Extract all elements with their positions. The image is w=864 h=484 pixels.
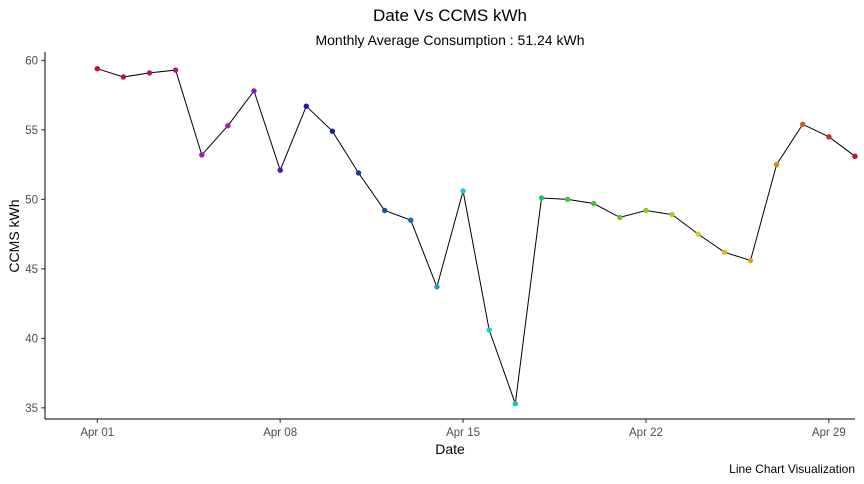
series-line	[97, 68, 856, 404]
data-point	[199, 152, 205, 158]
y-axis-ticks: 35 40 45 50 55 60	[25, 55, 45, 415]
y-tick-label: 55	[25, 125, 38, 137]
data-point	[643, 207, 649, 214]
data-point	[512, 401, 518, 407]
data-point	[94, 66, 101, 72]
data-point	[800, 121, 806, 128]
data-point	[408, 217, 414, 223]
data-point	[460, 188, 466, 194]
data-point	[225, 123, 231, 129]
data-point	[251, 88, 257, 94]
x-axis-label: Date	[435, 441, 465, 457]
data-point	[695, 231, 701, 237]
chart-caption: Line Chart Visualization	[729, 462, 855, 476]
data-point	[277, 167, 283, 173]
data-point	[538, 195, 545, 201]
x-axis-ticks: Apr 01 Apr 08 Apr 15 Apr 22 Apr 29	[80, 419, 846, 439]
y-tick-label: 60	[25, 55, 38, 67]
y-axis-label: CCMS kWh	[6, 199, 22, 272]
data-point	[617, 214, 623, 221]
chart-title: Date Vs CCMS kWh	[373, 6, 527, 25]
data-point	[146, 70, 153, 76]
data-point	[669, 211, 675, 218]
data-point	[564, 196, 571, 203]
data-point	[826, 134, 832, 140]
data-point	[434, 284, 440, 290]
data-point	[355, 170, 362, 176]
data-point	[382, 207, 388, 214]
data-point	[486, 327, 492, 333]
y-tick-label: 45	[25, 264, 38, 276]
series-points	[94, 66, 858, 407]
x-tick-label: Apr 22	[629, 427, 663, 439]
x-tick-label: Apr 15	[446, 427, 480, 439]
y-tick-label: 50	[25, 194, 38, 206]
data-point	[747, 257, 754, 264]
data-point	[329, 128, 336, 134]
data-point	[852, 153, 858, 159]
data-point	[721, 249, 728, 255]
data-point	[172, 67, 179, 73]
data-point	[591, 200, 597, 207]
y-tick-label: 40	[25, 333, 38, 345]
data-line	[97, 68, 856, 404]
data-point	[773, 161, 780, 168]
x-tick-label: Apr 08	[263, 427, 297, 439]
data-point	[120, 74, 127, 80]
chart-subtitle: Monthly Average Consumption : 51.24 kWh	[315, 32, 584, 48]
y-tick-label: 35	[25, 403, 38, 415]
x-tick-label: Apr 01	[80, 427, 114, 439]
data-point	[303, 103, 309, 109]
x-tick-label: Apr 29	[812, 427, 846, 439]
